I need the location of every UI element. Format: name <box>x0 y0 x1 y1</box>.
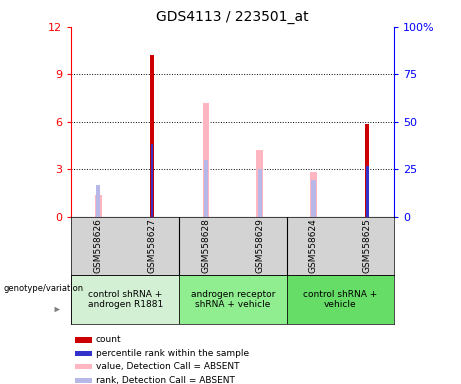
Text: GSM558624: GSM558624 <box>309 218 318 273</box>
Bar <box>203 103 209 217</box>
Text: androgen receptor
shRNA + vehicle: androgen receptor shRNA + vehicle <box>190 290 275 309</box>
Text: GSM558626: GSM558626 <box>94 218 103 273</box>
Bar <box>96 185 100 217</box>
Text: value, Detection Call = ABSENT: value, Detection Call = ABSENT <box>96 362 239 371</box>
Bar <box>71 275 179 324</box>
Bar <box>95 195 101 217</box>
Bar <box>75 364 92 369</box>
Text: GSM558628: GSM558628 <box>201 218 210 273</box>
Bar <box>75 337 92 343</box>
Text: GSM558627: GSM558627 <box>148 218 157 273</box>
Text: control shRNA +
androgen R1881: control shRNA + androgen R1881 <box>88 290 163 309</box>
Bar <box>366 166 369 217</box>
Text: control shRNA +
vehicle: control shRNA + vehicle <box>303 290 378 309</box>
Text: count: count <box>96 335 121 344</box>
Text: genotype/variation: genotype/variation <box>4 284 84 293</box>
Bar <box>366 124 369 217</box>
Text: percentile rank within the sample: percentile rank within the sample <box>96 349 249 358</box>
Text: GSM558629: GSM558629 <box>255 218 264 273</box>
Bar <box>204 160 208 217</box>
Bar <box>151 144 154 217</box>
Text: rank, Detection Call = ABSENT: rank, Detection Call = ABSENT <box>96 376 235 384</box>
Bar <box>287 275 394 324</box>
Title: GDS4113 / 223501_at: GDS4113 / 223501_at <box>156 10 309 25</box>
Bar <box>75 377 92 383</box>
Bar <box>75 351 92 356</box>
Bar <box>256 151 263 217</box>
Bar <box>150 55 154 217</box>
Bar <box>258 169 262 217</box>
Text: GSM558625: GSM558625 <box>363 218 372 273</box>
Bar <box>179 275 287 324</box>
Bar <box>311 180 316 217</box>
Bar <box>310 172 317 217</box>
